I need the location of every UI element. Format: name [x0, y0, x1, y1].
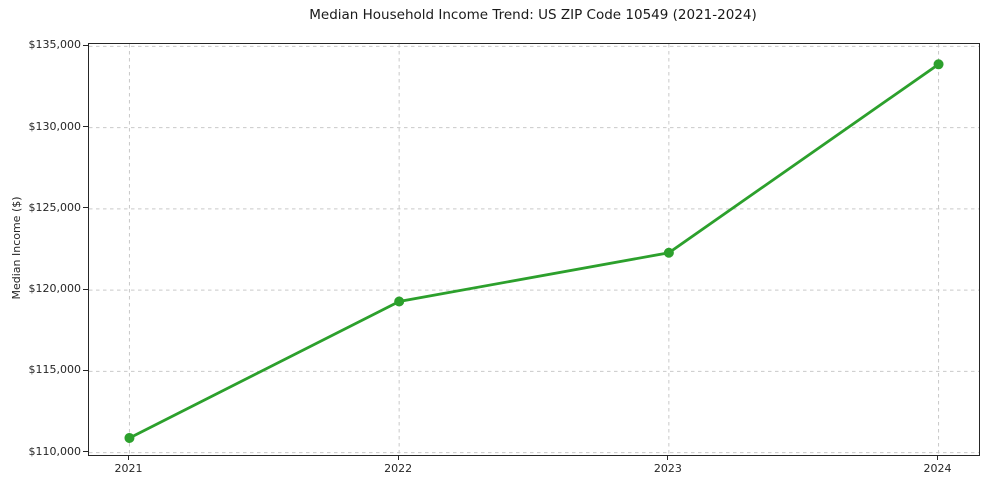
x-tick-mark — [397, 455, 399, 460]
y-tick-mark — [83, 44, 88, 46]
x-tick-label: 2024 — [923, 462, 952, 475]
y-tick-mark — [83, 126, 88, 128]
y-tick-mark — [83, 369, 88, 371]
plot-canvas — [89, 44, 979, 455]
data-point-2024 — [933, 59, 944, 70]
y-tick-label: $110,000 — [28, 444, 82, 458]
y-tick-label: $125,000 — [28, 200, 82, 214]
data-point-2022 — [394, 296, 405, 307]
y-tick-mark — [83, 451, 88, 453]
x-tick-mark — [127, 455, 129, 460]
data-point-2021 — [124, 432, 135, 443]
y-tick-mark — [83, 288, 88, 290]
x-tick-mark — [937, 455, 939, 460]
median-household-income-line-series — [128, 62, 940, 440]
plot-area — [88, 43, 980, 456]
y-tick-label: $115,000 — [28, 363, 82, 377]
y-tick-label: $120,000 — [28, 282, 82, 296]
x-tick-mark — [667, 455, 669, 460]
x-tick-label: 2023 — [653, 462, 682, 475]
x-tick-label: 2022 — [384, 462, 413, 475]
x-tick-label: 2021 — [114, 462, 143, 475]
y-tick-label: $130,000 — [28, 119, 82, 133]
data-point-2023 — [663, 247, 674, 258]
y-tick-mark — [83, 207, 88, 209]
y-axis-label: Median Income ($) — [10, 196, 23, 300]
chart-title: Median Household Income Trend: US ZIP Co… — [309, 7, 757, 23]
y-tick-label: $135,000 — [28, 38, 82, 52]
